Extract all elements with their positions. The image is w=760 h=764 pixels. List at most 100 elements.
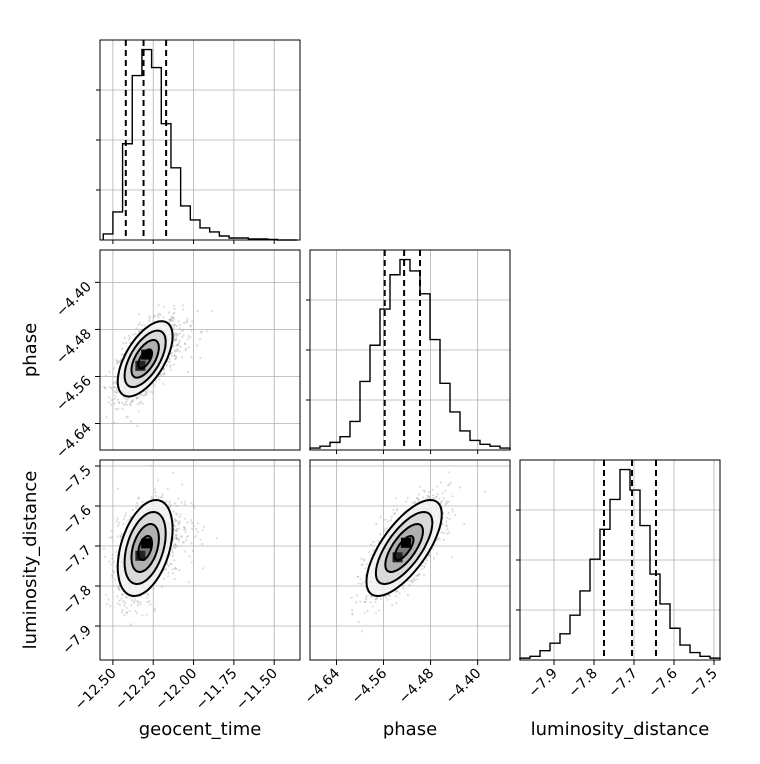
sample-point — [114, 407, 117, 411]
panel-frame — [99, 39, 301, 241]
sample-point — [363, 611, 366, 614]
sample-point — [183, 528, 186, 531]
sample-point — [128, 334, 131, 337]
sample-point — [146, 600, 149, 604]
sample-point — [174, 543, 177, 546]
sample-point — [120, 401, 124, 404]
sample-point — [366, 563, 369, 566]
sample-point — [172, 326, 175, 329]
sample-point — [185, 539, 188, 542]
sample-point — [185, 536, 188, 539]
sample-point — [171, 471, 175, 474]
y-tick-label: −4.64 — [53, 420, 95, 462]
sample-point — [187, 581, 190, 584]
sample-point — [133, 597, 136, 600]
sample-point — [175, 513, 178, 516]
sample-point — [108, 560, 111, 563]
sample-point — [183, 503, 186, 506]
sample-point — [413, 578, 416, 582]
sample-point — [184, 527, 187, 531]
sample-point — [126, 398, 129, 401]
sample-point — [177, 523, 180, 526]
sample-point — [116, 517, 119, 520]
sample-point — [122, 600, 125, 603]
sample-point — [176, 545, 179, 548]
sample-point — [187, 346, 190, 349]
sample-point — [451, 510, 455, 513]
sample-point — [135, 396, 138, 399]
sample-point — [147, 594, 150, 597]
sample-point — [406, 496, 409, 500]
sample-point — [424, 562, 427, 565]
sample-point — [176, 333, 179, 336]
sample-point — [173, 559, 176, 562]
contour-line — [123, 329, 167, 388]
sample-point — [351, 609, 354, 612]
sample-point — [116, 359, 119, 362]
sample-point — [173, 349, 176, 352]
sample-point — [124, 512, 127, 515]
sample-point — [361, 563, 364, 566]
sample-point — [181, 336, 184, 339]
sample-point — [162, 305, 166, 308]
sample-point — [153, 315, 156, 318]
sample-point — [135, 502, 138, 505]
sample-point — [356, 575, 359, 578]
y-tick-label: −7.5 — [59, 463, 94, 498]
sample-point — [172, 510, 175, 513]
sample-point — [196, 310, 199, 313]
sample-point — [173, 363, 176, 366]
sample-point — [134, 332, 137, 335]
y-tick-label: −7.6 — [59, 502, 94, 537]
sample-point — [173, 354, 176, 357]
sample-point — [165, 500, 168, 503]
sample-point — [155, 380, 158, 383]
sample-point — [111, 554, 114, 557]
sample-point — [110, 573, 114, 577]
sample-point — [116, 535, 119, 538]
sample-point — [441, 522, 444, 525]
sample-point — [174, 543, 177, 546]
sample-point — [184, 531, 187, 534]
sample-point — [350, 596, 353, 599]
sample-point — [180, 535, 183, 538]
sample-point — [417, 573, 420, 577]
sample-point — [389, 519, 392, 522]
sample-point — [124, 596, 128, 599]
sample-point — [174, 357, 177, 361]
sample-point — [354, 601, 358, 604]
sample-point — [199, 338, 202, 341]
x-tick-label: −7.9 — [525, 666, 560, 701]
sample-point — [177, 539, 180, 543]
sample-point — [196, 522, 199, 525]
sample-point — [177, 343, 180, 346]
sample-point — [436, 485, 439, 488]
sample-point — [103, 555, 106, 558]
sample-point — [351, 613, 354, 616]
sample-point — [182, 334, 185, 337]
sample-point — [176, 349, 179, 352]
sample-point — [436, 539, 439, 542]
sample-point — [142, 394, 145, 397]
sample-point — [171, 554, 174, 557]
histogram-luminosity_distance — [519, 468, 721, 660]
sample-point — [199, 356, 202, 360]
sample-point — [365, 598, 368, 601]
sample-point — [174, 520, 177, 523]
sample-point — [374, 601, 377, 604]
sample-point — [201, 529, 204, 532]
sample-point — [168, 503, 171, 506]
scatter-panel-geocent_time-luminosity_distance — [99, 459, 301, 661]
sample-point — [173, 528, 176, 531]
sample-point — [170, 315, 173, 318]
contour-line — [116, 320, 174, 398]
sample-point — [187, 335, 190, 338]
sample-point — [135, 612, 138, 615]
sample-point — [435, 496, 438, 499]
sample-point — [130, 401, 133, 404]
sample-point — [116, 487, 120, 490]
sample-point — [416, 574, 419, 577]
sample-point — [165, 568, 168, 571]
sample-point — [162, 577, 165, 580]
